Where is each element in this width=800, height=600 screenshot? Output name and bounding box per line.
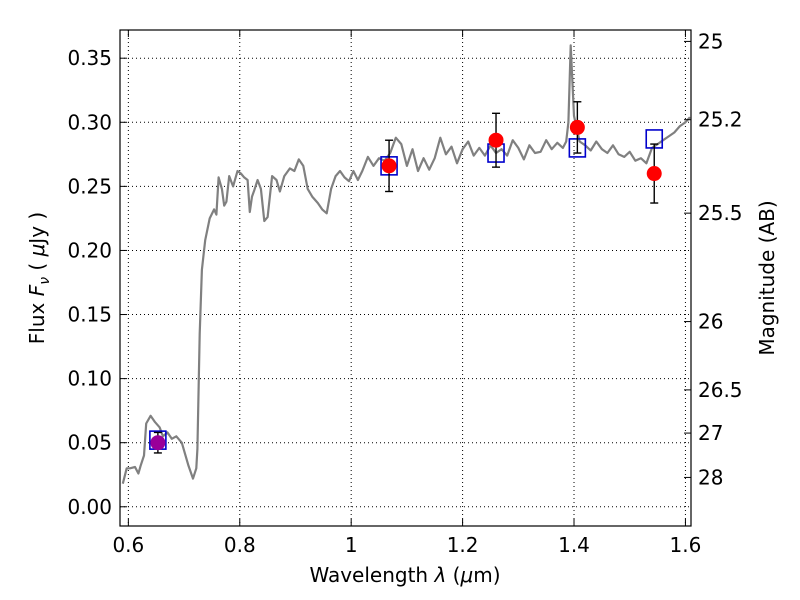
right-axis-label: Magnitude (AB) — [755, 200, 779, 355]
right-tick-label: 28 — [698, 465, 723, 489]
observed-photometry-point — [646, 166, 662, 182]
right-tick-label: 25.5 — [698, 201, 743, 225]
observed-photometry-point — [488, 132, 504, 148]
photometry-layer — [149, 101, 664, 454]
observed-photometry-point — [569, 119, 585, 135]
y-tick-label: 0.25 — [67, 174, 112, 198]
model-spectrum-line — [121, 44, 691, 484]
y-tick-label: 0.05 — [67, 431, 112, 455]
y-tick-label: 0.30 — [67, 110, 112, 134]
right-tick-label: 25 — [698, 29, 723, 53]
x-tick-label: 0.6 — [112, 533, 144, 557]
observed-photometry-point — [150, 435, 166, 451]
x-tick-label: 1 — [345, 533, 358, 557]
model-spectrum-layer — [121, 44, 691, 484]
y-tick-label: 0.00 — [67, 495, 112, 519]
x-tick-label: 1.4 — [558, 533, 590, 557]
y-tick-label: 0.20 — [67, 238, 112, 262]
right-tick-label: 25.2 — [698, 108, 743, 132]
right-tick-label: 26 — [698, 310, 723, 334]
x-tick-label: 1.2 — [447, 533, 479, 557]
grid — [120, 30, 691, 526]
observed-photometry-point — [381, 158, 397, 174]
y-tick-label: 0.15 — [67, 303, 112, 327]
plot-frame — [119, 29, 692, 527]
y-axis-label: Flux Fν ( μJy ) — [25, 212, 53, 344]
right-tick-label: 27 — [698, 421, 723, 445]
x-axis-label: Wavelength λ (μm) — [309, 563, 500, 587]
x-tick-label: 1.6 — [670, 533, 702, 557]
y-tick-label: 0.10 — [67, 367, 112, 391]
right-tick-label: 26.5 — [698, 378, 743, 402]
y-tick-label: 0.35 — [67, 46, 112, 70]
axis-ticks: 0.6 0.8 1 1.2 1.4 1.6 0.00 0.05 0.10 0.15 0.20 0.25… — [67, 29, 742, 557]
x-tick-label: 0.8 — [224, 533, 256, 557]
